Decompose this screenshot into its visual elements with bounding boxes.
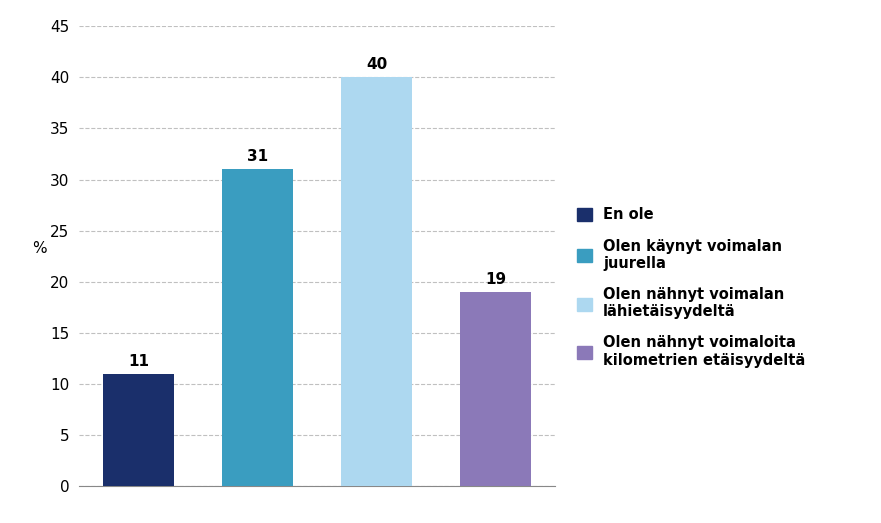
Bar <box>222 169 293 486</box>
Y-axis label: %: % <box>32 241 47 256</box>
Bar <box>341 77 412 486</box>
Text: 40: 40 <box>366 57 388 72</box>
Legend: En ole, Olen käynyt voimalan
juurella, Olen nähnyt voimalan
lähietäisyydeltä, Ol: En ole, Olen käynyt voimalan juurella, O… <box>571 202 811 373</box>
Text: 31: 31 <box>248 149 268 164</box>
Text: 11: 11 <box>129 354 149 369</box>
Bar <box>103 374 174 486</box>
Bar <box>460 292 531 486</box>
Text: 19: 19 <box>485 272 506 287</box>
